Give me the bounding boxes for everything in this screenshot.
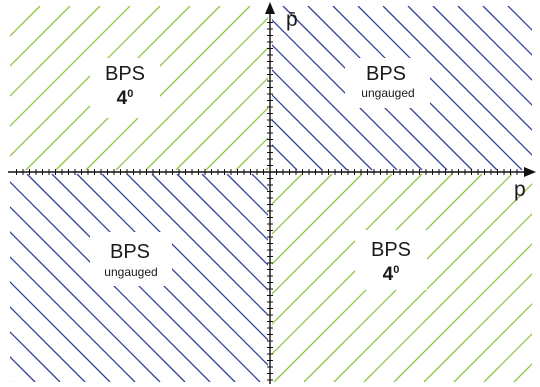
- hatch-line: [427, 174, 540, 382]
- hatch-line: [175, 77, 268, 170]
- bottom-right-degree-superscript: 0: [393, 264, 399, 276]
- hatch-line: [10, 281, 111, 382]
- hatch-line: [235, 137, 268, 170]
- hatch-line: [10, 6, 161, 157]
- hatch-line: [76, 174, 268, 366]
- hatch-line: [423, 273, 532, 382]
- top-left-degree-superscript: 0: [127, 88, 133, 100]
- bottom-left-region-title: BPS: [110, 241, 150, 263]
- hatch-line: [10, 6, 71, 67]
- hatch-line: [201, 174, 268, 241]
- top-right-region-title: BPS: [366, 63, 406, 85]
- hatch-line: [363, 213, 532, 382]
- bottom-right-region-title: BPS: [371, 239, 411, 261]
- hatch-line: [513, 363, 532, 382]
- hatch-line: [10, 381, 11, 382]
- top-right-label-backdrop: [345, 58, 430, 108]
- hatch-line: [10, 6, 41, 37]
- hatch-line: [10, 6, 131, 127]
- hatch-line: [272, 174, 453, 355]
- bottom-left-region-subtitle: ungauged: [104, 265, 157, 279]
- hatch-line: [10, 256, 136, 382]
- top-right-region-subtitle: ungauged: [361, 86, 414, 100]
- hatch-line: [407, 6, 532, 131]
- x-axis-label: p: [514, 178, 526, 201]
- hatch-line: [272, 174, 393, 295]
- bottom-right-degree-number: 4: [383, 264, 394, 285]
- hatch-line: [533, 6, 540, 170]
- hatch-line: [382, 6, 532, 156]
- hatch-line: [10, 331, 61, 382]
- hatch-line: [101, 174, 268, 341]
- hatch-line: [457, 6, 532, 81]
- y-axis-arrowhead: [265, 2, 275, 14]
- hatch-line: [272, 44, 398, 170]
- hatch-line: [446, 6, 540, 170]
- top-left-region-title: BPS: [105, 63, 145, 85]
- y-axis-label: p̄: [286, 8, 298, 31]
- hatch-line: [272, 174, 363, 265]
- hatch-line: [452, 174, 540, 382]
- hatch-line: [10, 231, 161, 382]
- hatch-line: [176, 174, 268, 266]
- hatch-line: [272, 174, 423, 325]
- hatch-line: [416, 6, 540, 170]
- hatch-line: [10, 206, 186, 382]
- hatch-line: [333, 183, 532, 382]
- hatch-line: [272, 94, 348, 170]
- hatch-line: [272, 69, 373, 170]
- bottom-left-label-backdrop: [90, 232, 172, 286]
- hatch-line: [393, 243, 532, 382]
- x-axis-arrowhead: [524, 167, 536, 177]
- hatch-line: [483, 333, 532, 382]
- top-left-region-degree: 40: [117, 88, 134, 109]
- hatch-line: [432, 6, 532, 106]
- hatch-line: [126, 174, 268, 316]
- hatch-line: [272, 19, 423, 170]
- hatch-line: [115, 17, 268, 170]
- top-left-degree-number: 4: [117, 88, 128, 109]
- hatch-line: [226, 174, 268, 216]
- hatch-line: [10, 6, 101, 97]
- bottom-right-region-degree: 40: [383, 264, 400, 285]
- hatch-line: [10, 306, 86, 382]
- hatch-line: [205, 107, 268, 170]
- bottom-right-label-backdrop: [355, 230, 427, 290]
- hatch-line: [272, 174, 333, 235]
- hatch-line: [10, 356, 36, 382]
- hatch-line: [145, 47, 268, 170]
- hatch-line: [507, 6, 532, 31]
- hatch-line: [453, 303, 532, 382]
- top-left-label-backdrop: [90, 58, 160, 118]
- hatch-line: [272, 119, 323, 170]
- hatch-line: [10, 6, 11, 7]
- hatch-line: [357, 6, 523, 170]
- hatch-line: [482, 6, 532, 56]
- hatch-line: [151, 174, 268, 291]
- hatch-line: [477, 174, 540, 382]
- bottom-right-green-hatching: [272, 174, 532, 382]
- hatch-line: [85, 6, 251, 170]
